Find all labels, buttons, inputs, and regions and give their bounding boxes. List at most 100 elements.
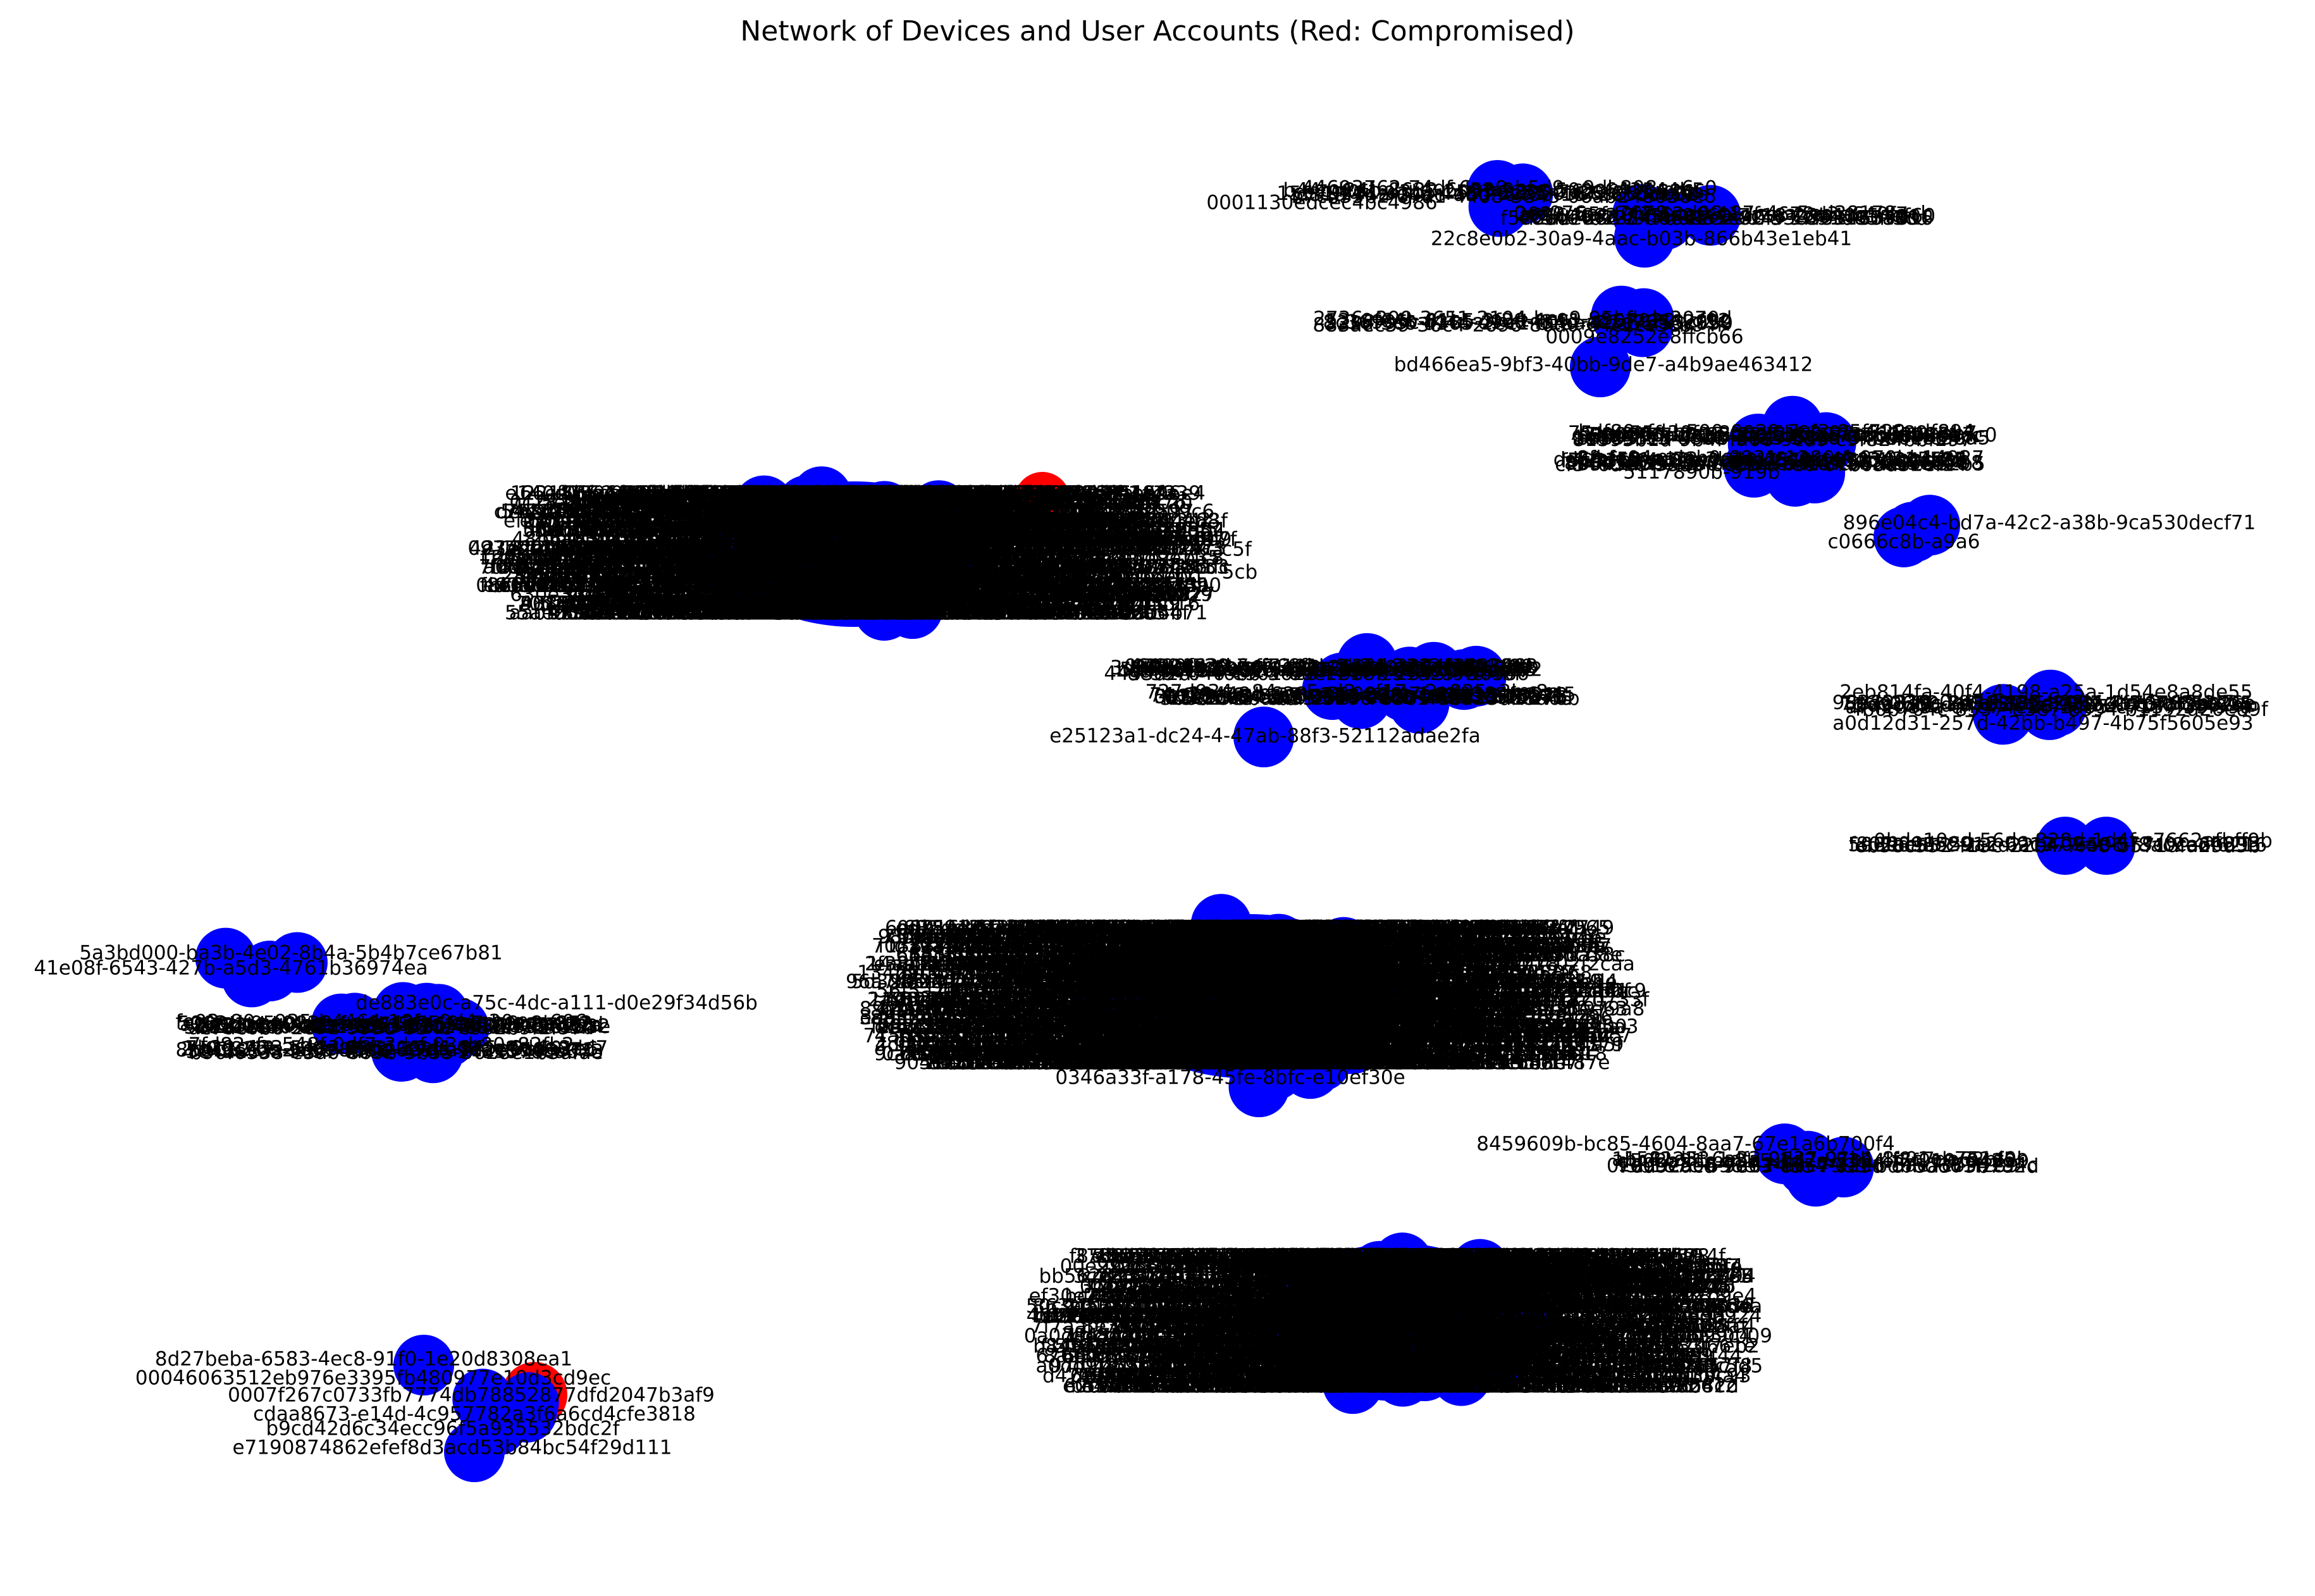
overlapping-node-label: 1510ead4-a15b-f4cc-5619-4525bec3c917	[751, 537, 1164, 560]
overlapping-node-label: b6bdd300-762e-45f2-e4dc-90bcc34e3d27	[641, 519, 1056, 541]
node-label: 41e08f-6543-427b-a5d3-4761b36974ea	[34, 957, 428, 980]
overlapping-node-label: bf29731b-df80-efdb-5000-e297cf385f72	[733, 555, 1130, 578]
node-label: a0d12d31-257d-42bb-b497-4b75f5605e93	[1832, 712, 2253, 735]
overlapping-node-label: df8c8118-73dc-bcc5-8e3b-6f3d542f7625	[542, 500, 946, 523]
overlapping-node-label: cc9a01f2-6741-0646-f096-f4e0747910b0	[677, 510, 1084, 533]
overlapping-node-label: ffce0f2f-8f35-573c-2935-534df762cb81	[743, 537, 1130, 560]
overlapping-node-label: dc18f571-aa95-defc-bb86-97948a964d6e	[747, 492, 1158, 514]
node-label: 5cb	[1222, 561, 1257, 584]
overlapping-node-label: 80810173-b001-196b-d7a3-1b241ce4104e	[755, 482, 1180, 505]
overlapping-node-label: 51ad7b04-7fed-2a77-ffe0-f1acea54fabb	[723, 482, 1117, 505]
overlapping-node-label: 57582daa-5eac-53e7-7b37-605449ab0916	[664, 547, 1087, 569]
overlapping-node-label: 90275136-737a-2d0d-f3d4-c20ce8ed632e	[625, 492, 1042, 514]
overlapping-node-label: db1a6315-2cf4-f392-7fea-44369f0aea02	[598, 500, 999, 523]
device-node	[1290, 1030, 1352, 1092]
overlapping-node-label: b7a7e686-096a-7c82-27c3-4ba73d678486	[785, 555, 1207, 578]
overlapping-node-label: 1ac00838-8485-577a-f46b-3ad189512385	[539, 519, 958, 541]
overlapping-node-label: ce991a6d-28cf-bcbc-5b08-f37aafbcfc00	[703, 500, 1096, 523]
overlapping-node-label: e140e05a-09c2-be17-9098-db205d29baab	[505, 482, 928, 505]
overlapping-node-label: fbf6db2a-0134-2906-8b57-e4b2ddb87c92	[529, 547, 942, 569]
overlapping-node-label: f7f4f390-e443-a8f5-cdfd-bbf8c58ed597	[805, 500, 1194, 523]
overlapping-node-label: 207d1440-8384-306a-b248-038e668ce79f	[715, 547, 1135, 569]
overlapping-node-label: 61dfbb07-7634-312c-0de5-36a56e129b7a	[754, 528, 1172, 551]
overlapping-node-label: 6dbecda4-6774-0954-bdf6-12599992feb3	[732, 510, 1145, 533]
overlapping-node-label: 907df122-224f-b02b-aec0-df6cbfa144d7	[643, 492, 1042, 514]
overlapping-node-label: 1f26c9a9-e233-7eeb-8aa1-312931ba4232	[649, 519, 1066, 541]
overlapping-node-label: aeb4bb3d-e4f8-0289-df52-e28e82d2f5e5	[760, 510, 1168, 533]
overlapping-node-label: 4303e8bc-5280-36e6-02e3-e6366ed7ca89	[526, 547, 947, 569]
overlapping-node-label: b3801256-d553-59ea-6bbd-4290f51a284e	[709, 519, 1129, 541]
overlapping-node-label: aa7ca56f-55c6-50cb-9a37-196c72c0cd6b	[512, 555, 921, 578]
overlapping-node-label: f9d376c0-443f-87d5-3030-e462e05b07a8	[534, 519, 946, 541]
overlapping-node-label: 57922dcf-92a2-2736-e399-36512104bec9	[518, 555, 934, 578]
device-node	[1223, 969, 1284, 1030]
overlapping-node-label: 359f4ffe-64b7-8e8c-5217-b4be097cd816	[569, 492, 975, 514]
overlapping-node-label: 49d3d315-5354-c8bf-4c99-19474b2cadf4	[707, 555, 1117, 578]
overlapping-node-label: 7b38c433-5483-8951-c9d1-945e6dda8dd7	[185, 1037, 608, 1060]
overlapping-node-label: 8b41d5f9-2bb4-f84f-50ac-9214b07e2d90	[613, 492, 1020, 514]
overlapping-node-label: fa757daa-aa14-1dfb-f575-0ec1b29fe727	[550, 492, 951, 514]
overlapping-node-label: b5099c24-49d5-3c29-1f75-827c22f81435	[528, 510, 939, 533]
device-node	[1228, 1056, 1290, 1118]
overlapping-node-label: 65ffa080-2b1c-452d-b1f8-5c8e32541412	[650, 547, 1056, 569]
overlapping-node-label: b79441a6-c216-c084-68f8-005924e6a076	[689, 500, 1107, 523]
device-node	[1340, 982, 1402, 1043]
overlapping-node-label: e9a1851d-45d5-db9f-4ed4-2c32ba074b5a	[575, 510, 992, 533]
overlapping-node-label: 60849cb2-3490-e89d-10cb-138cb50e4538	[763, 537, 1185, 560]
overlapping-node-label: cb500244-b52b-9735-e498-5c6f0c5a1a64	[738, 492, 1154, 514]
overlapping-node-label: 91e3ad4c-403f-1b53-4137-35bafddc3a71	[636, 547, 1046, 569]
device-node	[786, 493, 848, 555]
overlapping-node-label: cf043d0f-21e1-2ff0-bd54-c3fb5216df8b	[614, 500, 1003, 523]
overlapping-node-label: 0effd1d0-1495-6bad-ce2f-dab20b1aa07b	[1109, 1375, 1514, 1397]
overlapping-node-label: 131d44fc-fbae-8458-04bb-86a38fce6a61	[501, 537, 906, 560]
overlapping-node-label: bdf67aae-aeac-0e0c-b728-fa094bd27970	[618, 547, 1027, 569]
overlapping-node-label: 282028c5-5ff0-f752-e941-dfc678d3e640	[726, 555, 1127, 578]
overlapping-node-label: 0516834c-08e0-f811-a347-dd0e03a577ba	[748, 528, 1166, 551]
overlapping-node-label: 4af22a7f-51d1-3f26-eb0d-119b663f2cbd	[627, 492, 1028, 514]
overlapping-node-label: 5a4b9f3a-730f-bc6e-deb8-eace00770831	[715, 482, 1123, 505]
overlapping-node-label: 1e9f2a92-7aa7-30ef-fd1d-014956badce2	[479, 547, 884, 569]
overlapping-node-label: ef8b9a65-8b76-3857-8d4a-ede627239dc1	[701, 547, 1119, 569]
device-node	[1680, 185, 1741, 246]
device-node	[854, 481, 915, 542]
node-label: 5069d9052912	[1848, 834, 1998, 857]
overlapping-node-label: b4130292-529d-dfac-06bc-9a91a89b5c9a	[767, 519, 1182, 541]
overlapping-node-label: 2fdf5f77-2ab6-df3f-b8b5-743d8a92c1cc	[1590, 424, 1982, 447]
overlapping-node-label: 36506619-ee8f-a7fd-740a-ad058ac78921	[765, 510, 1176, 533]
overlapping-node-label: fb821580-eff5-5f8b-4366-0652ea0bdf84	[621, 519, 1019, 541]
overlapping-node-label: a8fd58b5-21e5-a716-8f2e-14de7b7e0db4	[812, 519, 1225, 541]
overlapping-node-label: d6a6f0ae-9748-fdf5-2ed2-93ab7d685bf0	[523, 519, 926, 541]
node-label: 22c8e0b2-30a9-4aac-b03b-866b43e1eb41	[1431, 228, 1852, 251]
overlapping-node-label: 745f377f-e5bd-5ec6-ed47-c76b1e28ef93	[677, 537, 1082, 560]
overlapping-node-label: 1221865c-4a92-1481-e3d0-0ea64fcff9eb	[510, 482, 915, 505]
overlapping-node-label: d7501fc9-fcbd-faa2-c5a7-e70a12f670e7	[555, 482, 953, 505]
compromised-node	[1015, 472, 1070, 528]
overlapping-node-label: 151739ea-041f-2cd5-342b-b9ae1d50617f	[825, 528, 1238, 551]
label-layer: f38e90aa-6ca4-cf73-9ad9-b1e137c4d3c605bd…	[34, 177, 2272, 1459]
overlapping-node-label: a97fee4d-f04d-2351-f9c4-1388460ffb68	[774, 528, 1170, 551]
overlapping-node-label: c913bdf7-9188-391c-149e-84207daf3ae2	[739, 528, 1150, 551]
device-node	[1322, 1353, 1383, 1414]
overlapping-node-label: a6764663-7459-0a60-7c18-23b40c54ef60	[727, 555, 1144, 578]
overlapping-node-label: dac1e765-6293-9ea3-33df-3c6d3652ee2d	[576, 555, 991, 578]
device-node	[444, 1421, 505, 1482]
overlapping-node-label: 425c90d1-4c8e-8f80-76a5-7b9fb6f5c87b	[660, 510, 1065, 533]
overlapping-node-label: f7490110-615b-1551-4601-27e567261a93	[576, 547, 997, 569]
overlapping-node-label: 280fc970-bb14-9273-8f76-535f900fb966	[501, 565, 904, 588]
overlapping-node-label: f18ab1b8-ed77-34f7-28de-5378f4d169c7	[655, 500, 1063, 523]
overlapping-node-label: 51da0c5e-20bc-e0cc-8e7f-53f2a382e878	[667, 500, 1073, 523]
overlapping-node-label: df9c7b39-e8e0-ed96-43dc-f5fc6043860a	[491, 555, 895, 578]
overlapping-node-label: 5a8864e7-69df-c663-5f4e-467cf6e0e30e	[639, 547, 1043, 569]
overlapping-node-label: 9d7e067b-05d3-2ef1-4c99-37a0867edfef	[724, 565, 1131, 588]
overlapping-node-label: c7585d7a-1cda-984e-e065-51961ca7fd45	[494, 500, 908, 523]
overlapping-node-label: e0bd1aec-c556-56d1-e3eb-8c8fe53112c4	[657, 482, 1069, 505]
device-node	[1099, 982, 1160, 1044]
overlapping-node-label: ece532cf-da3a-7ba0-9c96-e4420c1cae96	[591, 482, 1000, 505]
overlapping-node-label: 18722306-549e-48f0-4944-2f1f68d2a4d7	[557, 537, 966, 560]
overlapping-node-label: 8c9516c9-12ed-52b8-032a-0f7e532a46c8	[706, 510, 1121, 533]
overlapping-node-label: 60b13a7c-972f-df5f-772a-b6df3fb8b574	[734, 555, 1128, 578]
overlapping-node-label: 55a0db9a-2bac-991c-8186-ccb683636053	[522, 519, 941, 541]
overlapping-node-label: 5cfd75b1-1d7d-1d54-f1d9-c0fccd2bbd8f	[645, 500, 1044, 523]
overlapping-node-label: bfe2a381-2ba5-4687-a44e-fa665a0fe5a7	[573, 500, 980, 523]
